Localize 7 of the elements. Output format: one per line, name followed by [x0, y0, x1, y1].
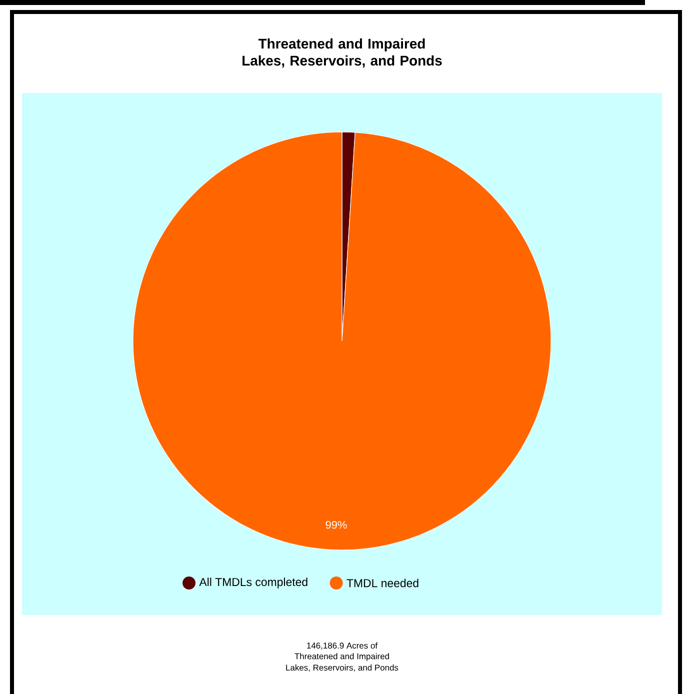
chart-title: Threatened and Impaired Lakes, Reservoirs, and Ponds: [242, 38, 442, 68]
legend-label: TMDL needed: [346, 578, 418, 588]
text: 146,186.9 Acres of: [307, 642, 378, 650]
legend-label: All TMDLs completed: [199, 578, 308, 588]
text: Threatened and Impaired: [294, 653, 389, 661]
text: Lakes, Reservoirs, and Ponds: [286, 664, 398, 672]
data-label: 99%: [326, 520, 347, 529]
